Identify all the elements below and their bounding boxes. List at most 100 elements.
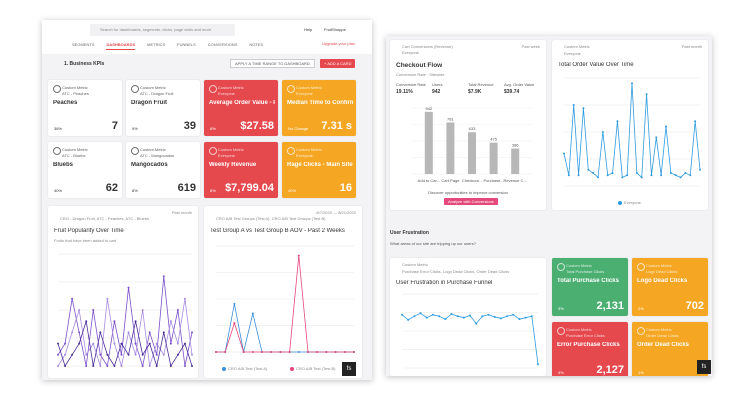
data-point <box>242 351 245 353</box>
data-point <box>99 331 102 334</box>
data-point <box>431 313 434 316</box>
chart-card: Custom Metric Purchase Error Clicks, Logo… <box>390 258 546 376</box>
search-bar[interactable]: Search for dashboards, segments, clicks,… <box>90 24 235 36</box>
help-link[interactable]: Help <box>304 27 313 32</box>
time-range-button[interactable]: APPLY A TIME RANGE TO DASHBOARD <box>230 59 315 68</box>
card-kind: Custom Metric <box>646 327 672 332</box>
chart-card: Past month CRO - Dragon Fruit, ATC - Peac… <box>48 206 198 378</box>
tab[interactable]: CONVERSIONS <box>207 42 238 47</box>
metric-card: Custom Metric Logo Dead Clicks Logo Dead C… <box>632 258 708 316</box>
card-title: Median Time to Confirmat... <box>287 100 353 106</box>
legend-item: CRO A/B Test (Test A) <box>222 366 267 371</box>
metric-icon <box>53 85 61 93</box>
metric-icon <box>209 85 217 93</box>
metric-card: Custom Metric Everyone Average Order Value… <box>204 80 278 136</box>
data-point <box>353 351 355 353</box>
cta-text: Discover opportunities to improve conver… <box>428 190 508 195</box>
section-title: User Frustration <box>390 230 429 236</box>
data-point <box>626 174 629 177</box>
data-point <box>297 254 300 257</box>
x-tick-label: Add to Car... <box>418 178 440 183</box>
data-point <box>78 342 81 345</box>
series-line <box>563 83 701 179</box>
x-tick-label: Revenue C... <box>504 178 527 183</box>
user-menu[interactable]: FruitShoppe <box>324 27 346 32</box>
chart-card: 8/7/2020 — 8/21/2020 CRO A/B Test Groups … <box>204 206 362 378</box>
data-point <box>85 353 88 356</box>
card-kind: Custom Metric <box>296 85 322 90</box>
data-point <box>134 353 137 356</box>
card-value: 39 <box>183 120 196 132</box>
x-tick-label: Purchase... <box>483 178 503 183</box>
data-point <box>92 309 95 311</box>
data-point <box>120 353 123 356</box>
tab[interactable]: METRICS <box>147 42 166 47</box>
data-point <box>155 353 158 356</box>
card-segment: ATC - Dragon Fruit <box>140 91 174 96</box>
data-point <box>215 351 217 353</box>
data-point <box>518 318 521 321</box>
card-kind: Custom Metric <box>566 327 592 332</box>
data-point <box>587 168 590 171</box>
data-point <box>120 365 123 367</box>
stat-label: Avg. Order Value <box>504 82 535 87</box>
cta-button[interactable]: Analyze with Conversions <box>444 198 498 205</box>
tab[interactable]: NOTES <box>249 42 264 47</box>
data-point <box>92 365 95 367</box>
card-change: 36% <box>54 126 63 131</box>
data-point <box>224 351 227 353</box>
data-point <box>425 316 428 319</box>
data-point <box>307 351 309 353</box>
data-point <box>127 286 130 289</box>
metric-card: Custom Metric ATC - Dragon Fruit Dragon Fr… <box>126 80 200 136</box>
data-point <box>325 351 328 353</box>
stat-label: Users <box>432 82 443 87</box>
data-point <box>499 317 502 320</box>
data-point <box>251 351 254 353</box>
card-period: Past week <box>521 44 540 49</box>
card-change: 4% <box>558 370 564 375</box>
legend-swatch <box>290 366 294 371</box>
logo-badge: fs <box>342 362 356 376</box>
data-point <box>261 351 263 353</box>
card-subtitle: Fruits that have been added to cart <box>54 238 117 243</box>
card-kind: Custom Metric <box>296 147 322 152</box>
data-point <box>597 176 599 179</box>
card-kind: Custom Metric <box>646 263 672 268</box>
data-point <box>85 365 88 367</box>
card-title: Order Dead Clicks <box>637 342 690 348</box>
card-change: 40% <box>54 188 63 193</box>
left-panel: Search for dashboards, segments, clicks,… <box>42 20 372 380</box>
metric-card: Custom Metric Everyone Median Time to Conf… <box>282 80 356 136</box>
stat-value: $39.74 <box>504 89 520 95</box>
line-chart <box>401 293 539 369</box>
tab[interactable]: SEGMENTS <box>72 42 95 47</box>
metric-card: Custom Metric Purchase Error Clicks Error … <box>552 322 628 376</box>
data-point <box>191 353 193 356</box>
data-point <box>176 353 179 356</box>
card-segment: Everyone <box>296 153 313 158</box>
bar <box>468 132 476 174</box>
tab[interactable]: FUNNELS <box>177 42 196 47</box>
upgrade-link[interactable]: Upgrade your plan <box>322 41 355 46</box>
tab[interactable]: DASHBOARDS <box>106 42 136 50</box>
data-point <box>493 315 496 318</box>
bar <box>489 142 498 174</box>
data-point <box>650 174 653 177</box>
card-period: Past month <box>171 210 192 215</box>
data-point <box>611 172 614 175</box>
metric-card: Custom Metric Everyone Weekly Revenue 8% $7,… <box>204 142 278 198</box>
data-point <box>251 312 254 315</box>
data-point <box>127 353 130 356</box>
data-point <box>64 353 67 356</box>
card-value: 7.31 s <box>321 120 352 132</box>
card-change: 8% <box>210 126 216 131</box>
data-point <box>407 318 410 321</box>
data-point <box>660 174 663 177</box>
add-card-button[interactable]: + ADD A CARD <box>320 59 356 68</box>
logo-badge: fs <box>697 360 711 374</box>
card-title: Test Group A vs Test Group B AOV - Past … <box>210 228 345 234</box>
card-title: Fruit Popularity Over Time <box>54 228 124 234</box>
series-line <box>401 312 539 365</box>
data-point <box>148 331 151 334</box>
